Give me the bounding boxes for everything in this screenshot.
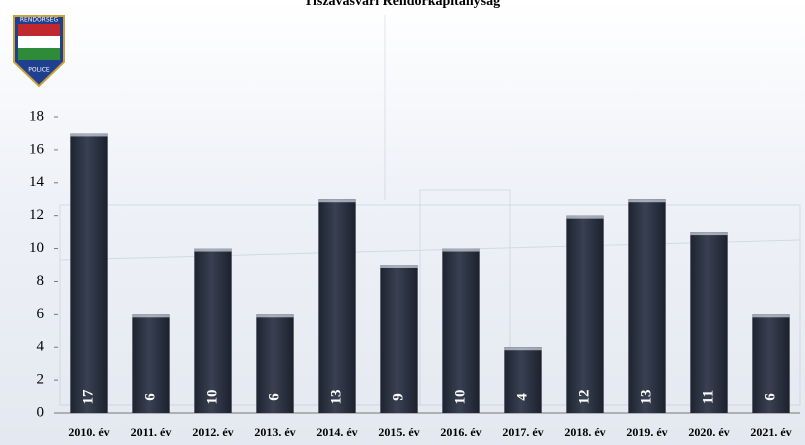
bar-highlight	[132, 314, 170, 318]
x-tick-label: 2012. év	[192, 425, 233, 439]
x-tick-label: 2016. év	[440, 425, 481, 439]
y-tick-label: 10	[29, 240, 44, 256]
badge-stripe-white	[18, 36, 60, 48]
bar-highlight	[690, 232, 728, 236]
bar-shade	[256, 314, 294, 413]
value-label: 10	[204, 390, 220, 405]
bar-shade	[380, 265, 418, 413]
value-label: 6	[142, 393, 158, 401]
y-tick-label: 2	[37, 372, 45, 388]
y-tick-label: 8	[37, 273, 45, 289]
bar-highlight	[194, 248, 232, 252]
value-label: 6	[266, 393, 282, 401]
chart-title: Tiszavasvári Rendőrkapitányság	[304, 0, 500, 9]
y-tick-label: 4	[37, 339, 45, 355]
bar-highlight	[318, 199, 356, 203]
x-tick-label: 2019. év	[626, 425, 667, 439]
value-label: 6	[762, 393, 778, 401]
x-tick-label: 2021. év	[750, 425, 791, 439]
value-label: 10	[452, 390, 468, 405]
y-tick-label: 12	[29, 207, 44, 223]
bar-highlight	[70, 133, 108, 137]
value-label: 13	[328, 390, 344, 405]
x-tick-label: 2017. év	[502, 425, 543, 439]
value-label: 17	[80, 389, 96, 405]
value-label: 9	[390, 393, 406, 401]
building-sketch	[59, 15, 801, 406]
bar-shade	[628, 199, 666, 413]
badge-stripe-red	[18, 24, 60, 36]
bar-highlight	[256, 314, 294, 318]
value-label: 12	[576, 390, 592, 405]
x-tick-label: 2011. év	[131, 425, 172, 439]
badge-top-text: RENDŐRSÉG	[20, 16, 59, 24]
bar-shade	[318, 199, 356, 413]
y-tick-label: 0	[37, 404, 45, 420]
bar-highlight	[752, 314, 790, 318]
badge-stripe-green	[18, 48, 60, 60]
bar-highlight	[442, 248, 480, 252]
y-tick-label: 18	[29, 108, 44, 124]
value-label: 4	[514, 393, 530, 401]
bar-shade	[504, 347, 542, 413]
x-tick-label: 2010. év	[68, 425, 109, 439]
bar-shade	[752, 314, 790, 413]
x-tick-label: 2014. év	[316, 425, 357, 439]
badge-bottom-text: POLICE	[28, 67, 50, 74]
bar-shade	[70, 133, 108, 413]
bar-highlight	[628, 199, 666, 203]
x-tick-label: 2018. év	[564, 425, 605, 439]
x-tick-label: 2015. év	[378, 425, 419, 439]
value-label: 11	[700, 390, 716, 404]
bar-highlight	[504, 347, 542, 351]
logo: RENDŐRSÉG POLICE	[13, 15, 65, 88]
x-tick-label: 2013. év	[254, 425, 295, 439]
value-label: 13	[638, 390, 654, 405]
y-tick-label: 6	[37, 306, 45, 322]
y-tick-label: 14	[29, 174, 45, 190]
bar-shade	[132, 314, 170, 413]
bar-highlight	[380, 265, 418, 268]
x-tick-label: 2020. év	[688, 425, 729, 439]
bar-shade	[566, 215, 604, 413]
bar-highlight	[566, 215, 604, 219]
bar-shade	[194, 248, 232, 413]
y-tick-label: 16	[29, 141, 45, 157]
bar-shade	[442, 248, 480, 413]
bar-shade	[690, 232, 728, 413]
